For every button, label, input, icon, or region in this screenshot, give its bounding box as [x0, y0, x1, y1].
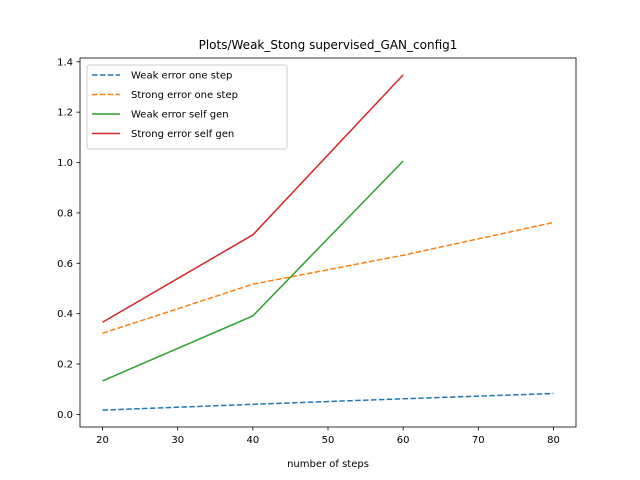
y-tick-label: 1.0 [57, 158, 73, 169]
legend-box [86, 64, 288, 150]
series-line-strong-error-one-step [102, 221, 554, 335]
legend-entry-label: Weak error one step [131, 71, 232, 82]
x-tick-label: 40 [246, 435, 259, 446]
x-tick-label: 70 [472, 435, 485, 446]
chart-title: Plots/Weak_Stong supervised_GAN_config1 [199, 38, 458, 52]
x-axis: 20 30 40 50 60 70 80 [96, 427, 560, 446]
x-tick-label: 60 [397, 435, 410, 446]
y-tick-label: 0.8 [57, 208, 73, 219]
y-axis: 0.0 0.2 0.4 0.6 0.8 1.0 1.2 1.4 [57, 57, 80, 421]
y-tick-label: 0.4 [57, 309, 73, 320]
plot-frame [79, 57, 577, 428]
y-tick-label: 0.2 [57, 360, 73, 371]
series-layer [102, 74, 554, 411]
x-tick-label: 50 [322, 435, 335, 446]
x-tick-label: 30 [171, 435, 184, 446]
series-line-weak-error-self-gen [102, 160, 404, 382]
y-tick-label: 1.4 [57, 57, 73, 68]
y-tick-label: 0.0 [57, 410, 73, 421]
x-axis-label: number of steps [287, 459, 369, 470]
y-tick-label: 0.6 [57, 259, 73, 270]
x-tick-label: 20 [96, 435, 109, 446]
series-line-strong-error-self-gen [102, 74, 404, 323]
legend-entry-label: Strong error one step [131, 90, 238, 101]
y-tick-label: 1.2 [57, 108, 73, 119]
series-line-weak-error-one-step [102, 392, 554, 411]
x-tick-label: 80 [547, 435, 560, 446]
legend: Weak error one step Strong error one step… [86, 64, 288, 150]
legend-entry-label: Strong error self gen [131, 129, 234, 140]
legend-entry-label: Weak error self gen [131, 110, 229, 121]
